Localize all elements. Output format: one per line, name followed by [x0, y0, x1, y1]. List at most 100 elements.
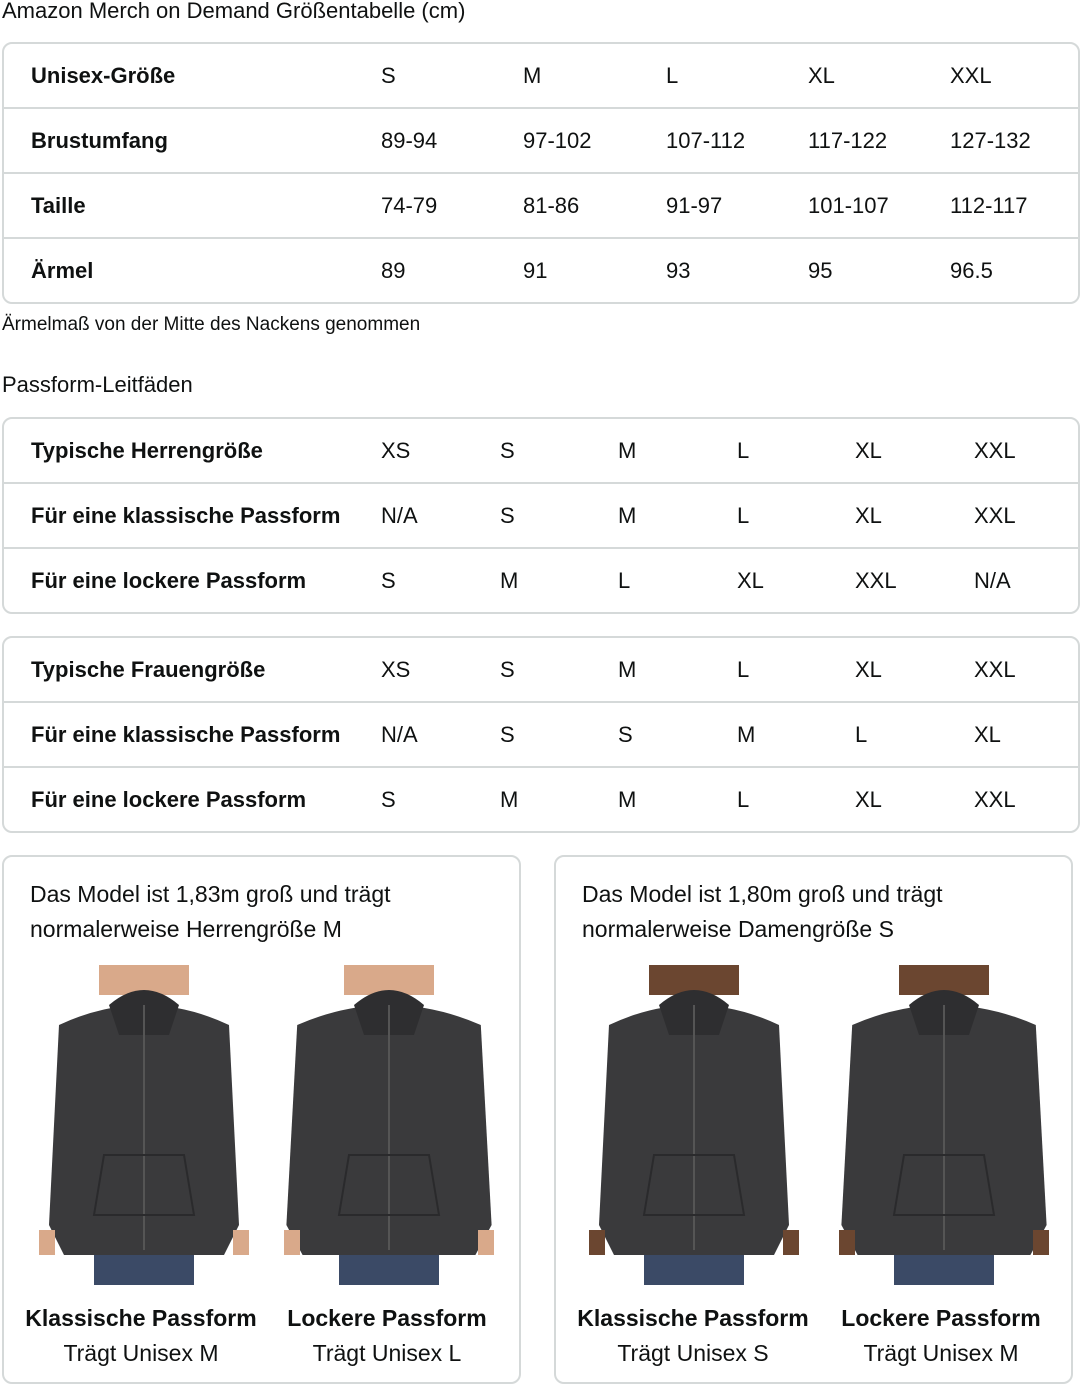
table-cell: N/A: [381, 502, 418, 528]
row-header: Unisex-Größe: [31, 62, 176, 88]
fit-guide-title: Passform-Leitfäden: [2, 372, 193, 397]
table-cell: XL: [737, 567, 764, 593]
table-cell: XS: [381, 437, 411, 463]
table-cell: XXL: [974, 502, 1016, 528]
table-cell: XXL: [974, 656, 1016, 682]
model-photo: [839, 965, 1049, 1285]
wears-label: Trägt Unisex L: [312, 1340, 462, 1366]
table-row: Typische Frauengröße XS S M L XL XXL: [4, 638, 1078, 701]
page-title: Amazon Merch on Demand Größentabelle (cm…: [2, 0, 466, 23]
table-cell: L: [737, 437, 750, 463]
table-cell: XL: [855, 437, 882, 463]
table-cell: M: [618, 656, 637, 682]
table-cell: L: [737, 786, 750, 812]
size-table: Unisex-Größe S M L XL XXL Brustumfang 89-94 97-1…: [2, 42, 1080, 304]
row-header: Brustumfang: [31, 127, 168, 153]
table-cell: 101-107: [808, 192, 889, 218]
hoodie-photo: [39, 965, 249, 1285]
table-cell: S: [381, 62, 396, 88]
table-row: Taille 74-79 81-86 91-97 101-107 112-117: [4, 172, 1078, 237]
table-row: Unisex-Größe S M L XL XXL: [4, 44, 1078, 107]
table-cell: 81-86: [523, 192, 580, 218]
table-cell: L: [737, 656, 750, 682]
table-cell: S: [500, 502, 515, 528]
model-card-men: Das Model ist 1,83m groß und trägt norma…: [2, 855, 521, 1384]
row-header: Für eine lockere Passform: [31, 786, 307, 812]
table-cell: XL: [855, 656, 882, 682]
table-cell: S: [381, 786, 396, 812]
hoodie-photo: [839, 965, 1049, 1285]
table-row: Für eine lockere Passform S M M L XL XXL: [4, 766, 1078, 831]
table-cell: L: [737, 502, 750, 528]
table-row: Für eine klassische Passform N/A S S M L XL: [4, 701, 1078, 766]
table-cell: 127-132: [950, 127, 1031, 153]
table-cell: L: [855, 721, 868, 747]
table-row: Typische Herrengröße XS S M L XL XXL: [4, 419, 1078, 482]
row-header: Typische Frauengröße: [31, 656, 266, 682]
table-cell: 117-122: [808, 127, 888, 153]
table-cell: M: [618, 437, 637, 463]
table-cell: 91: [523, 257, 548, 283]
table-cell: 74-79: [381, 192, 438, 218]
fit-label: Klassische Passform: [577, 1305, 809, 1331]
table-row: Für eine lockere Passform S M L XL XXL N/A: [4, 547, 1078, 612]
model-caption: Das Model ist 1,83m groß und trägt norma…: [30, 881, 391, 942]
wears-label: Trägt Unisex M: [63, 1340, 219, 1366]
table-cell: 89: [381, 257, 406, 283]
table-cell: 97-102: [523, 127, 592, 153]
fit-label: Klassische Passform: [25, 1305, 257, 1331]
table-cell: M: [500, 786, 519, 812]
table-cell: L: [666, 62, 679, 88]
table-cell: M: [737, 721, 756, 747]
men-fit-table: Typische Herrengröße XS S M L XL XXL Für eine k…: [2, 417, 1080, 614]
model-photo: [39, 965, 249, 1285]
women-fit-table: Typische Frauengröße XS S M L XL XXL Für eine k…: [2, 636, 1080, 833]
table-cell: N/A: [974, 567, 1011, 593]
table-row: Für eine klassische Passform N/A S M L XL XXL: [4, 482, 1078, 547]
row-header: Für eine lockere Passform: [31, 567, 307, 593]
table-cell: 107-112: [666, 127, 746, 153]
table-cell: M: [500, 567, 519, 593]
table-cell: XXL: [974, 786, 1016, 812]
table-cell: XL: [974, 721, 1001, 747]
table-cell: M: [618, 502, 637, 528]
row-header: Taille: [31, 192, 86, 218]
row-header: Ärmel: [31, 257, 94, 283]
table-cell: 89-94: [381, 127, 438, 153]
wears-label: Trägt Unisex S: [617, 1340, 769, 1366]
table-cell: M: [523, 62, 542, 88]
table-cell: XL: [855, 786, 882, 812]
photo-label: Klassische Passform Trägt Unisex S: [568, 1305, 818, 1367]
hoodie-photo: [284, 965, 494, 1285]
table-cell: 96.5: [950, 257, 993, 283]
table-cell: XL: [808, 62, 835, 88]
table-cell: 91-97: [666, 192, 723, 218]
table-cell: XL: [855, 502, 882, 528]
table-cell: S: [618, 721, 633, 747]
table-cell: XXL: [855, 567, 897, 593]
hoodie-photo: [589, 965, 799, 1285]
model-card-women: Das Model ist 1,80m groß und trägt norma…: [554, 855, 1073, 1384]
table-cell: M: [618, 786, 637, 812]
table-cell: 95: [808, 257, 833, 283]
sleeve-note: Ärmelmaß von der Mitte des Nackens genom…: [2, 314, 421, 335]
table-cell: S: [500, 437, 515, 463]
photo-label: Lockere Passform Trägt Unisex L: [262, 1305, 512, 1367]
table-cell: S: [500, 656, 515, 682]
table-cell: XS: [381, 656, 411, 682]
model-photo: [284, 965, 494, 1285]
model-caption: Das Model ist 1,80m groß und trägt norma…: [582, 881, 943, 942]
table-cell: N/A: [381, 721, 418, 747]
fit-label: Lockere Passform: [841, 1305, 1041, 1331]
row-header: Für eine klassische Passform: [31, 721, 341, 747]
table-cell: 93: [666, 257, 691, 283]
model-photo: [589, 965, 799, 1285]
table-row: Brustumfang 89-94 97-102 107-112 117-122 127-…: [4, 107, 1078, 172]
table-cell: S: [381, 567, 396, 593]
wears-label: Trägt Unisex M: [863, 1340, 1019, 1366]
row-header: Für eine klassische Passform: [31, 502, 341, 528]
table-cell: XXL: [974, 437, 1016, 463]
table-cell: L: [618, 567, 631, 593]
photo-label: Klassische Passform Trägt Unisex M: [16, 1305, 266, 1367]
fit-label: Lockere Passform: [287, 1305, 487, 1331]
